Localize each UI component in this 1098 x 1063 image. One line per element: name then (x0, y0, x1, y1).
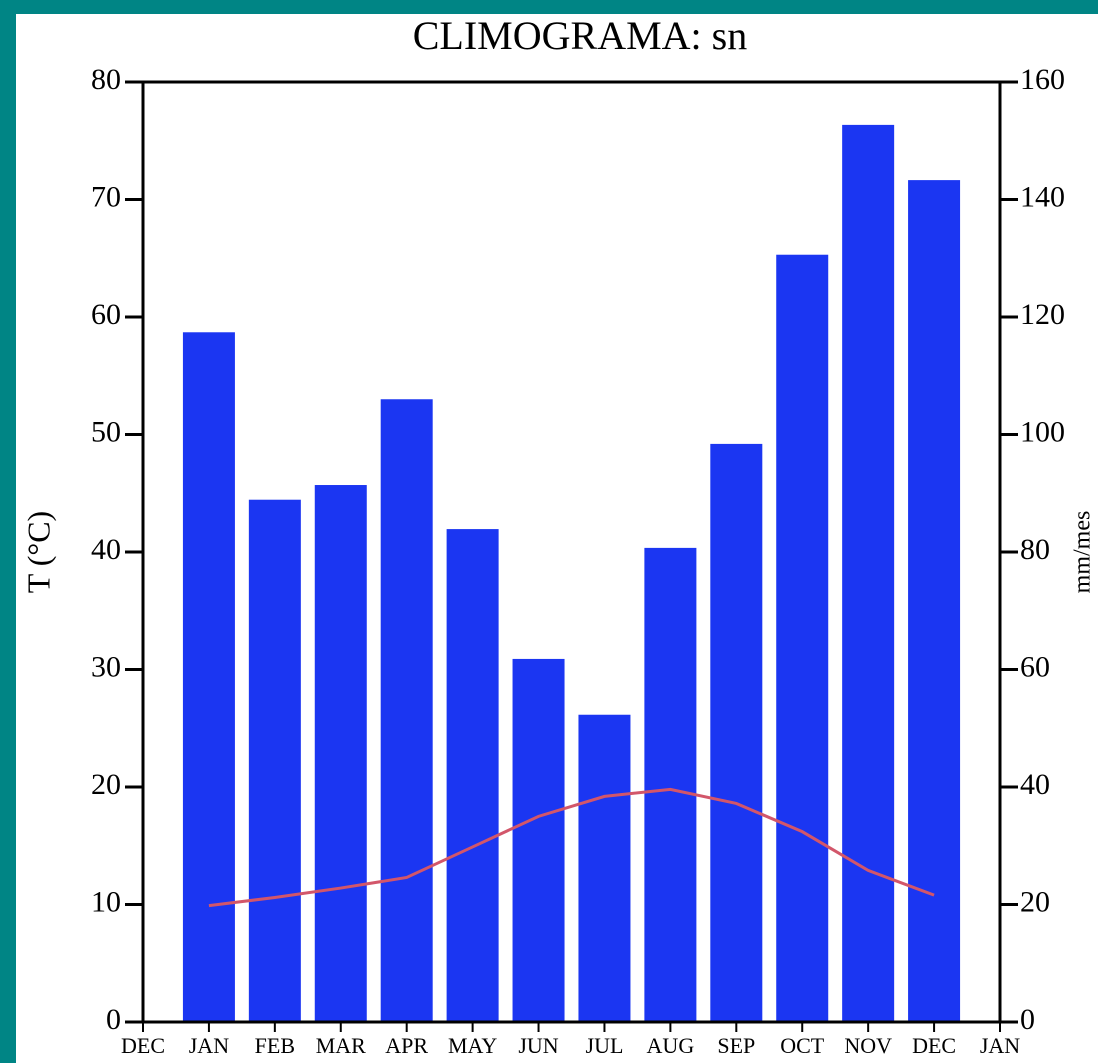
y2-tick-label: 120 (1020, 298, 1065, 331)
y2-tick-label: 140 (1020, 180, 1065, 213)
temperature-line (208, 787, 935, 908)
x-tick-label: OCT (780, 1033, 825, 1058)
x-tick-label: MAY (448, 1033, 497, 1058)
y-tick-label: 0 (106, 1003, 121, 1036)
y2-tick-label: 0 (1020, 1003, 1035, 1036)
y2-tick-label: 80 (1020, 533, 1050, 566)
bar (710, 443, 763, 1022)
bar (512, 658, 565, 1022)
x-tick-label: FEB (255, 1033, 295, 1058)
bar (182, 332, 235, 1022)
y2-tick-label: 20 (1020, 885, 1050, 918)
bar (908, 180, 961, 1023)
y2-axis-label: mm/mes (1070, 511, 1096, 594)
bar (578, 714, 631, 1022)
y-tick-label: 80 (91, 63, 121, 96)
x-tick-label: JUL (586, 1033, 624, 1058)
bar (248, 499, 301, 1022)
y-axis-label: T (°C) (20, 511, 56, 593)
x-tick-label: AUG (647, 1033, 695, 1058)
y-tick-label: 30 (91, 650, 121, 683)
bar (446, 529, 499, 1022)
bar (776, 254, 829, 1023)
y2-tick-label: 100 (1020, 415, 1065, 448)
y-tick-label: 10 (91, 885, 121, 918)
bar (380, 399, 433, 1022)
bar (314, 485, 367, 1022)
y-tick-label: 60 (91, 298, 121, 331)
y2-tick-label: 40 (1020, 768, 1050, 801)
y2-tick-label: 60 (1020, 650, 1050, 683)
bar (644, 547, 697, 1022)
chart-title: CLIMOGRAMA: sn (413, 13, 747, 58)
x-tick-label: DEC (121, 1033, 165, 1058)
y2-tick-label: 160 (1020, 63, 1065, 96)
x-tick-label: APR (385, 1033, 428, 1058)
x-tick-label: SEP (717, 1033, 755, 1058)
x-tick-label: DEC (912, 1033, 956, 1058)
x-tick-label: JAN (980, 1033, 1020, 1058)
y-tick-label: 70 (91, 180, 121, 213)
x-tick-label: JUN (518, 1033, 558, 1058)
y-tick-label: 50 (91, 415, 121, 448)
bar (842, 124, 895, 1022)
x-tick-label: MAR (316, 1033, 366, 1058)
x-tick-label: JAN (189, 1033, 229, 1058)
y-tick-label: 40 (91, 533, 121, 566)
y-tick-label: 20 (91, 768, 121, 801)
x-tick-label: NOV (844, 1033, 892, 1058)
